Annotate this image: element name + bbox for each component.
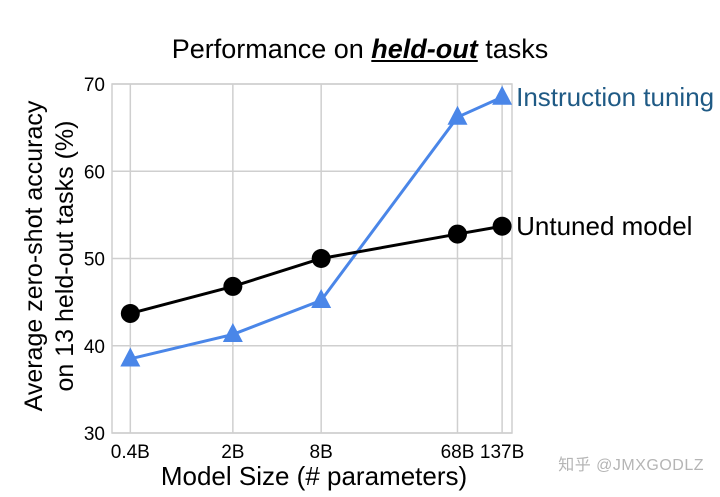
y-tick-label: 40	[84, 337, 105, 358]
x-axis-label: Model Size (# parameters)	[161, 461, 467, 491]
x-tick-label: 0.4B	[111, 442, 150, 463]
y-tick-label: 30	[84, 424, 105, 445]
chart-title: Performance on held-out tasks	[0, 34, 720, 65]
data-point-circle	[120, 303, 140, 323]
plot-frame	[111, 83, 513, 434]
data-point-triangle	[492, 85, 513, 105]
data-point-triangle	[120, 347, 141, 367]
chart-title-part-3: tasks	[477, 34, 549, 64]
y-tick-label: 50	[84, 250, 105, 271]
data-point-circle	[223, 276, 243, 296]
labels-group: Instruction tuning Untuned model	[516, 82, 714, 241]
y-axis-label-line-2: on 13 held-out tasks (%)	[51, 121, 79, 392]
chart-title-part-1: Performance on	[171, 34, 372, 64]
x-tick-label: 137B	[480, 442, 524, 463]
x-tick-label: 68B	[441, 442, 475, 463]
data-point-triangle	[447, 105, 468, 125]
data-point-triangle	[311, 288, 332, 308]
series-label-1: Instruction tuning	[516, 82, 714, 112]
series-group	[120, 85, 513, 367]
series-label-2: Untuned model	[516, 211, 692, 241]
x-tick-label: 8B	[310, 442, 333, 463]
series-line-1	[129, 95, 503, 361]
x-tick-label: 2B	[221, 442, 244, 463]
watermark: 知乎 @JMXGODLZ	[558, 457, 704, 474]
chart-title-part-2: held-out	[371, 34, 478, 64]
data-point-circle	[447, 224, 467, 244]
data-point-circle	[311, 249, 331, 268]
y-tick-label: 60	[84, 162, 105, 183]
data-point-circle	[492, 216, 512, 236]
y-axis-label-line-1: Average zero-shot accuracy	[20, 100, 48, 411]
y-tick-label: 70	[84, 75, 105, 96]
axes: 30 40 50 60 70 0.4B 2B 8B 68B 137B	[84, 75, 524, 463]
data-point-triangle	[222, 323, 243, 343]
